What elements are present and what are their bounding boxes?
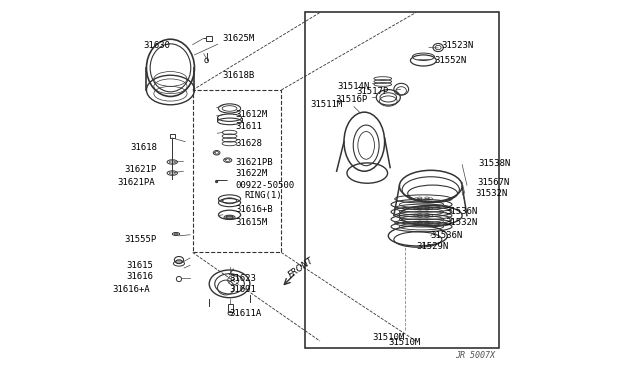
Text: 31625M: 31625M (222, 34, 255, 43)
Text: 31628: 31628 (235, 139, 262, 148)
Text: RING(1): RING(1) (244, 191, 282, 200)
Text: 31623: 31623 (230, 274, 257, 283)
Text: 31536N: 31536N (445, 207, 478, 217)
Bar (228, 304, 233, 312)
Text: 31630: 31630 (143, 41, 170, 50)
Text: 00922-50500: 00922-50500 (235, 182, 294, 190)
Text: 31567N: 31567N (477, 178, 509, 187)
Text: FRONT: FRONT (287, 255, 316, 279)
Text: 31517P: 31517P (356, 87, 388, 96)
Text: 31616+B: 31616+B (235, 205, 273, 215)
Text: 31611: 31611 (235, 122, 262, 131)
Text: 31618: 31618 (130, 143, 157, 152)
Bar (193, 90, 281, 253)
Text: 31532N: 31532N (475, 189, 508, 198)
Ellipse shape (226, 216, 233, 219)
Text: 31529N: 31529N (416, 243, 448, 251)
Text: 31510M: 31510M (372, 333, 405, 342)
Text: 31511M: 31511M (310, 100, 342, 109)
Text: 31516P: 31516P (336, 95, 368, 104)
Bar (170, 134, 175, 138)
Text: 31622M: 31622M (235, 169, 268, 177)
Text: 31621PA: 31621PA (117, 178, 155, 187)
Text: 31611A: 31611A (230, 309, 262, 318)
Ellipse shape (216, 180, 218, 183)
Text: 31514N: 31514N (337, 82, 370, 91)
Text: 31621PB: 31621PB (235, 157, 273, 167)
Text: 31612M: 31612M (235, 109, 268, 119)
Text: 31618B: 31618B (222, 71, 255, 80)
Bar (205, 36, 212, 41)
Text: JR 5007X: JR 5007X (456, 350, 495, 359)
Text: 31538N: 31538N (479, 159, 511, 169)
Text: 31532N: 31532N (445, 218, 478, 227)
Text: 31615: 31615 (126, 261, 153, 270)
Text: 31615M: 31615M (235, 218, 268, 227)
Bar (305, 13, 499, 349)
Text: 31621P: 31621P (125, 165, 157, 174)
Text: 31616: 31616 (126, 272, 153, 281)
Text: 31536N: 31536N (431, 231, 463, 240)
Ellipse shape (175, 260, 182, 263)
Text: 31691: 31691 (230, 285, 257, 294)
Text: 31555P: 31555P (125, 235, 157, 244)
Text: 31510M: 31510M (388, 339, 421, 347)
Text: 31523N: 31523N (442, 41, 474, 50)
Text: 31552N: 31552N (435, 56, 467, 65)
Text: 31616+A: 31616+A (113, 285, 150, 294)
